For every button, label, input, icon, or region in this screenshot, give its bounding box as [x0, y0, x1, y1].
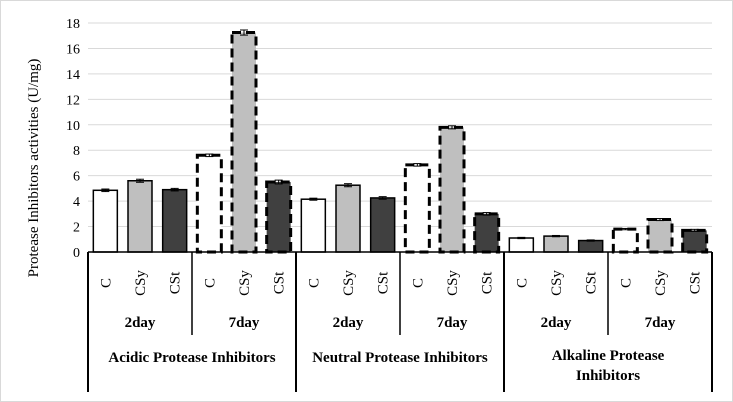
bar	[230, 31, 258, 254]
gridlines	[88, 22, 712, 228]
bar	[265, 180, 293, 254]
x-tick-label: CSt	[376, 271, 392, 294]
y-tick-label: 12	[66, 93, 80, 108]
bar	[611, 227, 639, 254]
x-tick-label: CSt	[272, 271, 288, 294]
period-label: 7day	[229, 315, 260, 331]
bar	[543, 235, 569, 253]
y-tick-label: 0	[73, 246, 80, 261]
x-tick-label: C	[410, 278, 426, 288]
y-tick-label: 10	[66, 119, 80, 134]
y-tick-label: 8	[73, 144, 80, 159]
group-label: Alkaline Protease	[552, 348, 665, 364]
group-label: Neutral Protease Inhibitors	[312, 350, 488, 366]
period-label: 7day	[645, 315, 676, 331]
x-tick-label: C	[306, 278, 322, 288]
y-tick-label: 4	[73, 195, 80, 210]
y-tick-label: 2	[73, 221, 80, 236]
period-label: 2day	[541, 315, 572, 331]
x-tick-label: CSy	[549, 270, 565, 296]
x-tick-label: CSy	[133, 270, 149, 296]
bar	[508, 237, 535, 253]
bar	[681, 228, 709, 254]
x-tick-label: CSt	[480, 271, 496, 294]
bar	[646, 218, 674, 254]
y-tick-label: 18	[66, 17, 80, 32]
group-label: Acidic Protease Inhibitors	[108, 350, 275, 366]
x-tick-label: CSy	[445, 270, 461, 296]
period-label: 7day	[437, 315, 468, 331]
y-axis-label: Protease Inhibitors activities (U/mg)	[26, 59, 42, 278]
x-tick-label: CSy	[237, 270, 253, 296]
period-label: 2day	[333, 315, 364, 331]
bar	[335, 184, 361, 253]
period-label: 2day	[125, 315, 156, 331]
x-tick-label: C	[514, 278, 530, 288]
x-tick-label: C	[202, 278, 218, 288]
bar	[300, 198, 327, 253]
bar	[161, 188, 188, 253]
bar	[438, 125, 466, 254]
bar	[473, 212, 501, 254]
x-tick-label: CSt	[168, 271, 184, 294]
y-axis-ticks: 0 2 4 6 8 10 12 14 16 18	[66, 17, 80, 261]
x-tick-label: CSt	[584, 271, 600, 294]
bar	[369, 197, 396, 253]
x-tick-label: CSy	[341, 270, 357, 296]
x-tick-label: CSt	[688, 271, 704, 294]
bar	[577, 239, 604, 253]
y-tick-label: 14	[66, 68, 80, 83]
x-tick-label: CSy	[653, 270, 669, 296]
group-label: Inhibitors	[576, 368, 640, 384]
x-tick-label: C	[618, 278, 634, 288]
y-tick-label: 16	[66, 42, 80, 57]
bar	[127, 180, 153, 253]
category-axis: C CSy CSt 2day C CSy CSt 7day Acidic Protease In…	[87, 251, 713, 392]
y-tick-label: 6	[73, 170, 80, 185]
bar	[92, 189, 119, 253]
bar	[195, 153, 223, 254]
bar	[403, 163, 431, 254]
x-tick-label: C	[98, 278, 114, 288]
bars	[92, 29, 709, 254]
